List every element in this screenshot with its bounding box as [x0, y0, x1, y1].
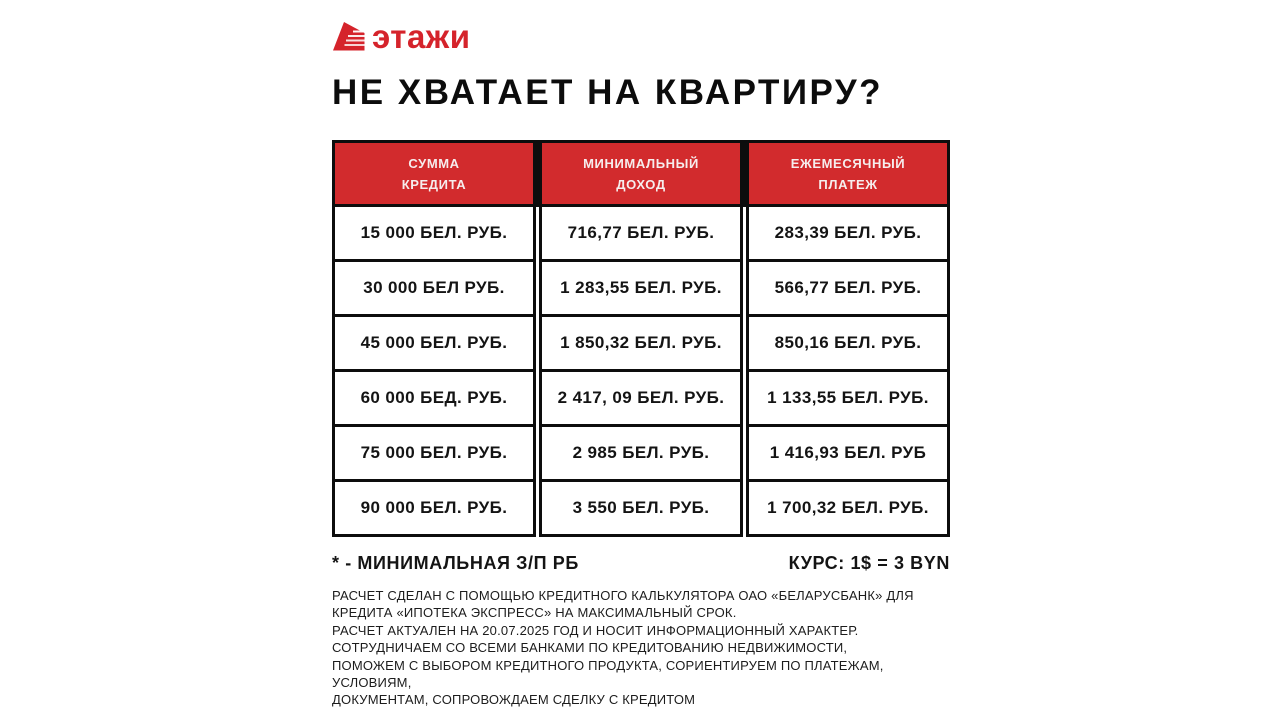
table-cell: 15 000 БЕЛ. РУБ. — [332, 204, 536, 262]
table-row: 45 000 БЕЛ. РУБ. 1 850,32 БЕЛ. РУБ. 850,… — [332, 314, 950, 372]
header-cell-loan-amount: СУММА КРЕДИТА — [332, 140, 536, 207]
table-cell: 716,77 БЕЛ. РУБ. — [539, 204, 743, 262]
table-cell: 1 850,32 БЕЛ. РУБ. — [539, 314, 743, 372]
table-cell: 75 000 БЕЛ. РУБ. — [332, 424, 536, 482]
table-row: 90 000 БЕЛ. РУБ. 3 550 БЕЛ. РУБ. 1 700,3… — [332, 479, 950, 537]
disclaimer-line: ПОМОЖЕМ С ВЫБОРОМ КРЕДИТНОГО ПРОДУКТА, С… — [332, 657, 884, 673]
flyer-page: этажи НЕ ХВАТАЕТ НА КВАРТИРУ? СУММА КРЕД… — [332, 18, 950, 709]
table-cell: 1 133,55 БЕЛ. РУБ. — [746, 369, 950, 427]
header-line: ПЛАТЕЖ — [818, 176, 878, 192]
disclaimer-line: СОТРУДНИЧАЕМ СО ВСЕМИ БАНКАМИ ПО КРЕДИТО… — [332, 640, 848, 656]
header-line: МИНИМАЛЬНЫЙ — [583, 155, 699, 171]
header-cell-monthly-payment: ЕЖЕМЕСЯЧНЫЙ ПЛАТЕЖ — [746, 140, 950, 207]
table-cell: 3 550 БЕЛ. РУБ. — [539, 479, 743, 537]
striped-house-icon — [333, 22, 365, 51]
table-cell: 2 985 БЕЛ. РУБ. — [539, 424, 743, 482]
table-cell: 566,77 БЕЛ. РУБ. — [746, 259, 950, 317]
page-title: НЕ ХВАТАЕТ НА КВАРТИРУ? — [332, 73, 884, 112]
table-row: 75 000 БЕЛ. РУБ. 2 985 БЕЛ. РУБ. 1 416,9… — [332, 424, 950, 482]
table-row: 30 000 БЕЛ РУБ. 1 283,55 БЕЛ. РУБ. 566,7… — [332, 259, 950, 317]
footnote-row: * - МИНИМАЛЬНАЯ З/П РБ КУРС: 1$ = 3 BYN — [332, 553, 950, 574]
loan-table: СУММА КРЕДИТА МИНИМАЛЬНЫЙ ДОХОД ЕЖЕМЕСЯЧ… — [332, 140, 950, 537]
table-cell: 2 417, 09 БЕЛ. РУБ. — [539, 369, 743, 427]
table-cell: 1 700,32 БЕЛ. РУБ. — [746, 479, 950, 537]
header-line: КРЕДИТА — [401, 176, 467, 192]
table-cell: 90 000 БЕЛ. РУБ. — [332, 479, 536, 537]
logo-wordmark: этажи — [372, 18, 471, 55]
disclaimer-line: РАСЧЕТ СДЕЛАН С ПОМОЩЬЮ КРЕДИТНОГО КАЛЬК… — [332, 588, 914, 603]
header-cell-min-income: МИНИМАЛЬНЫЙ ДОХОД — [539, 140, 743, 207]
disclaimer-line: КРЕДИТА «ИПОТЕКА ЭКСПРЕСС» НА МАКСИМАЛЬН… — [332, 605, 737, 621]
table-header-row: СУММА КРЕДИТА МИНИМАЛЬНЫЙ ДОХОД ЕЖЕМЕСЯЧ… — [332, 140, 950, 207]
table-cell: 30 000 БЕЛ РУБ. — [332, 259, 536, 317]
table-cell: 1 416,93 БЕЛ. РУБ — [746, 424, 950, 482]
etazhi-logo: этажи — [332, 18, 950, 55]
table-row: 60 000 БЕД. РУБ. 2 417, 09 БЕЛ. РУБ. 1 1… — [332, 369, 950, 427]
disclaimer: РАСЧЕТ СДЕЛАН С ПОМОЩЬЮ КРЕДИТНОГО КАЛЬК… — [332, 587, 950, 709]
disclaimer-line: УСЛОВИЯМ, — [332, 675, 412, 691]
header-line: ЕЖЕМЕСЯЧНЫЙ — [790, 155, 906, 171]
table-cell: 850,16 БЕЛ. РУБ. — [746, 314, 950, 372]
disclaimer-line: РАСЧЕТ АКТУАЛЕН НА 20.07.2025 ГОД И НОСИ… — [332, 622, 859, 638]
table-cell: 45 000 БЕЛ. РУБ. — [332, 314, 536, 372]
table-cell: 1 283,55 БЕЛ. РУБ. — [539, 259, 743, 317]
header-line: ДОХОД — [616, 176, 666, 192]
table-row: 15 000 БЕЛ. РУБ. 716,77 БЕЛ. РУБ. 283,39… — [332, 204, 950, 262]
footnote-min-salary: * - МИНИМАЛЬНАЯ З/П РБ — [332, 553, 579, 573]
table-cell: 283,39 БЕЛ. РУБ. — [746, 204, 950, 262]
disclaimer-line: ДОКУМЕНТАМ, СОПРОВОЖДАЕМ СДЕЛКУ С КРЕДИТ… — [332, 692, 696, 708]
table-cell: 60 000 БЕД. РУБ. — [332, 369, 536, 427]
exchange-rate: КУРС: 1$ = 3 BYN — [788, 553, 950, 573]
header-line: СУММА — [408, 155, 460, 171]
